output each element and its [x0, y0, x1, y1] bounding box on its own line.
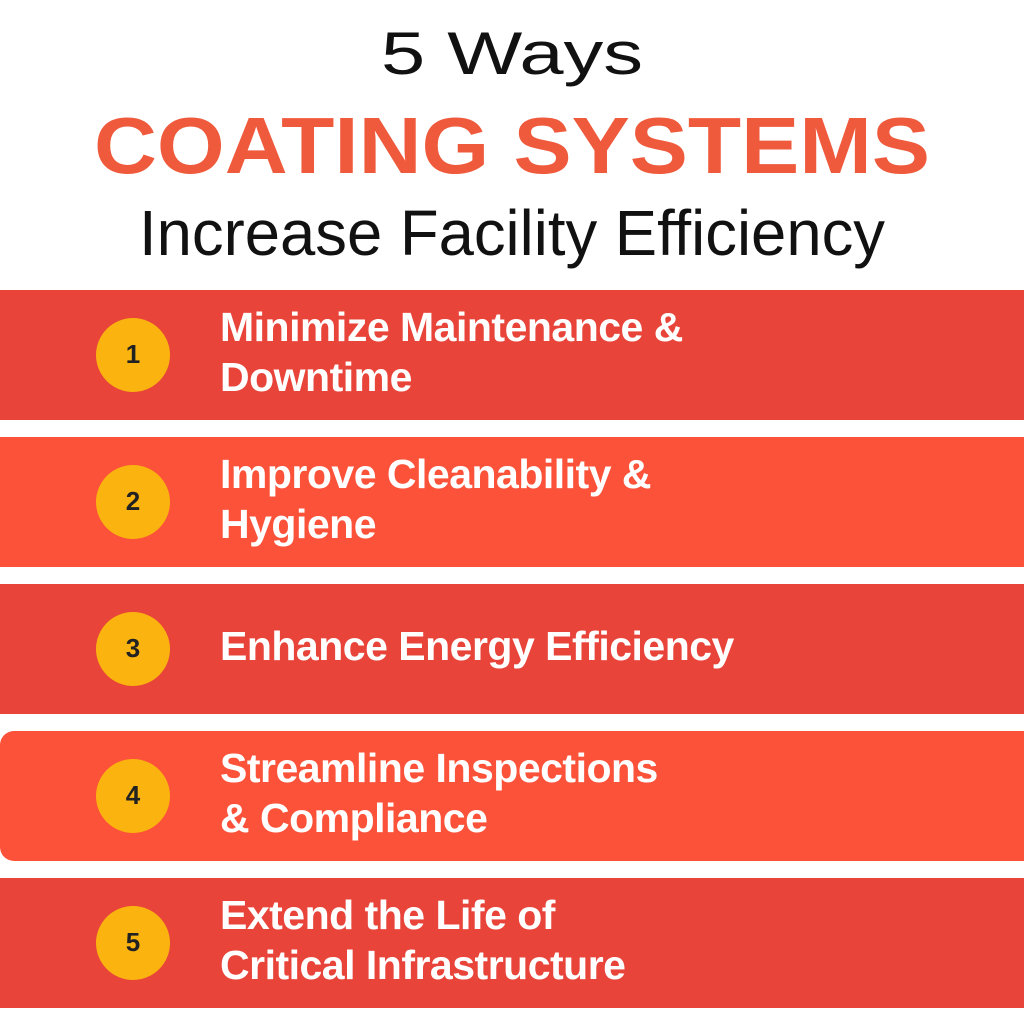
item-text: & Compliance	[220, 795, 487, 841]
item-number: 3	[126, 633, 140, 663]
item-text: Hygiene	[220, 501, 376, 547]
item-bar	[0, 584, 1024, 714]
number-badge	[96, 612, 170, 686]
item-bar	[0, 731, 1024, 861]
item: 1 Minimize Maintenance &Downtime	[0, 290, 1024, 420]
item-text: Critical Infrastructure	[220, 942, 625, 988]
item-number: 1	[126, 339, 140, 369]
number-badge	[96, 318, 170, 392]
item-text: Minimize Maintenance &	[220, 304, 683, 350]
item: 3 Enhance Energy Efficiency	[0, 584, 1024, 714]
item-bar	[0, 437, 1024, 567]
item-text: Enhance Energy Efficiency	[220, 623, 735, 669]
item-bar	[0, 878, 1024, 1008]
item: 4 Streamline Inspections& Compliance	[0, 731, 1024, 861]
item-number: 5	[126, 927, 140, 957]
item-list: 1 Minimize Maintenance &Downtime 2 Improve …	[0, 290, 1024, 1008]
item-number: 4	[126, 780, 141, 810]
item-text: Streamline Inspections	[220, 745, 658, 791]
number-badge	[96, 759, 170, 833]
item-text: Improve Cleanability &	[220, 451, 651, 497]
item-bar	[0, 290, 1024, 420]
item: 2 Improve Cleanability &Hygiene	[0, 437, 1024, 567]
number-badge	[96, 906, 170, 980]
item-text: Extend the Life of	[220, 892, 556, 938]
item-text: Downtime	[220, 354, 412, 400]
kicker: 5 Ways	[381, 20, 643, 87]
item-number: 2	[126, 486, 140, 516]
title: COATING SYSTEMS	[94, 101, 930, 190]
number-badge	[96, 465, 170, 539]
subtitle: Increase Facility Efficiency	[139, 197, 885, 269]
